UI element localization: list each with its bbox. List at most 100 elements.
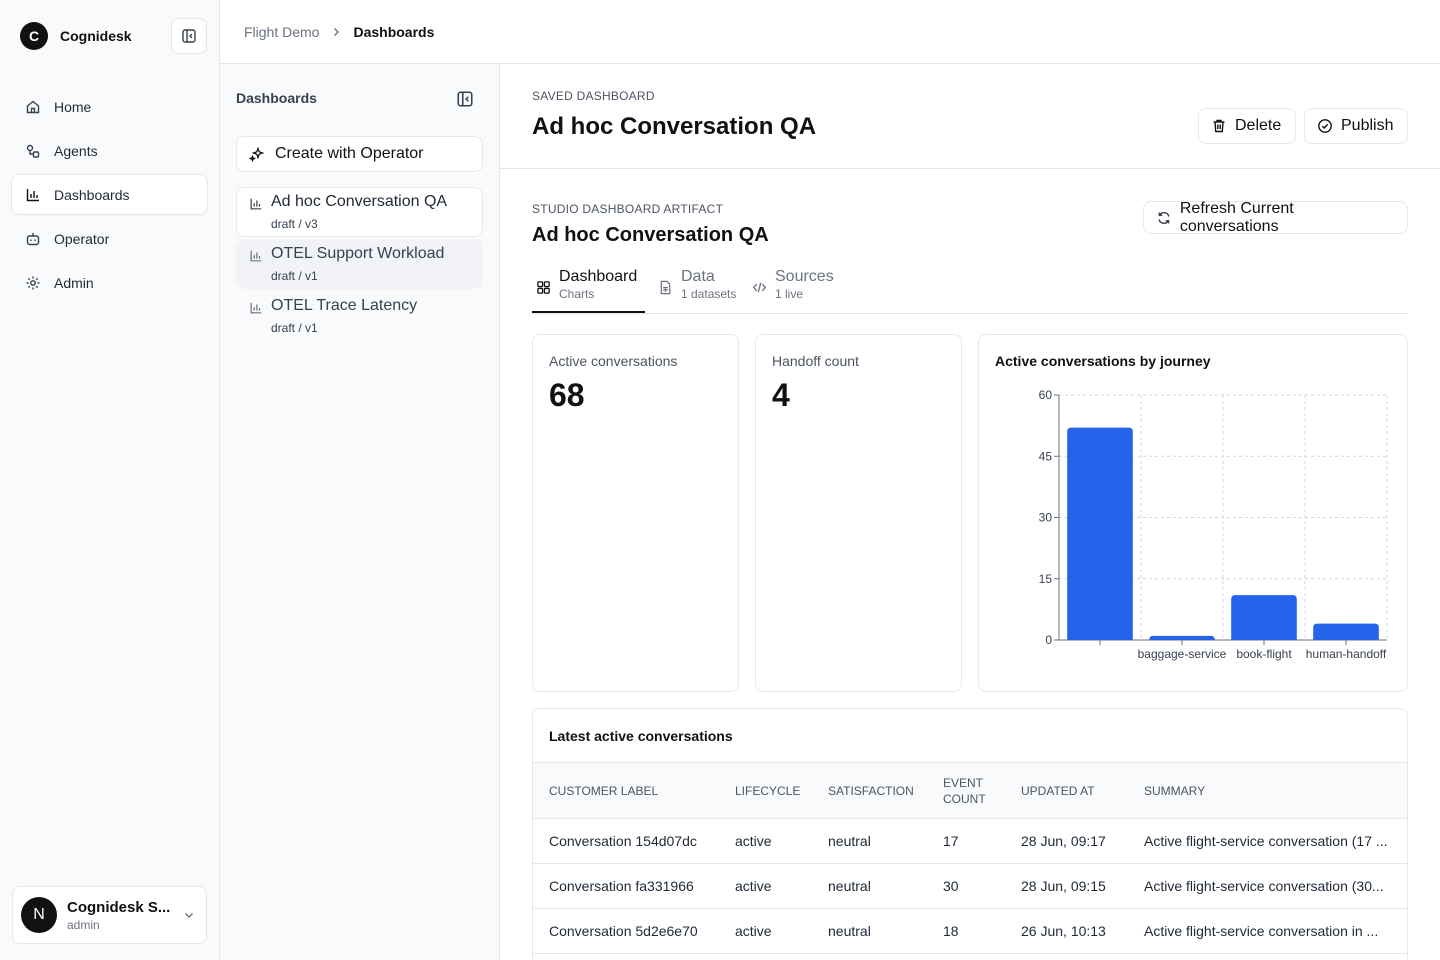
- chevron-down-icon: [185, 913, 193, 918]
- bar-chart-icon: [250, 250, 262, 262]
- agents-icon: [26, 144, 40, 158]
- nav-item-admin[interactable]: Admin: [11, 262, 208, 303]
- cell-satisfaction: neutral: [812, 908, 927, 954]
- breadcrumb-current: Dashboards: [353, 24, 435, 40]
- cell-event-count: 30: [927, 863, 1005, 909]
- nav-item-home[interactable]: Home: [11, 86, 208, 127]
- app-sidebar: C Cognidesk Home Agents Dashboards Opera…: [0, 0, 220, 960]
- y-tick-label: 60: [1039, 388, 1053, 402]
- tab-sub: Charts: [559, 287, 595, 301]
- tab-label: Sources: [775, 268, 834, 285]
- user-menu[interactable]: N Cognidesk S... admin: [12, 886, 207, 944]
- nav-item-operator[interactable]: Operator: [11, 218, 208, 259]
- delete-button[interactable]: Delete: [1198, 108, 1296, 144]
- brand[interactable]: C Cognidesk: [20, 22, 132, 50]
- y-tick-label: 15: [1039, 572, 1053, 586]
- tab-label: Dashboard: [559, 268, 638, 285]
- sidebar-collapse-button[interactable]: [171, 18, 207, 54]
- column-header[interactable]: CUSTOMER LABEL: [549, 783, 659, 798]
- column-header[interactable]: LIFECYCLE: [735, 783, 801, 798]
- create-with-operator-button[interactable]: Create with Operator: [236, 136, 483, 172]
- publish-label: Publish: [1341, 117, 1394, 134]
- column-header[interactable]: EVENT COUNT: [927, 763, 1005, 819]
- column-header[interactable]: SUMMARY: [1144, 783, 1206, 798]
- column-header[interactable]: SATISFACTION: [828, 783, 914, 798]
- cell-satisfaction: neutral: [812, 818, 927, 864]
- x-tick-label: human-handoff: [1306, 647, 1387, 661]
- cell-lifecycle: active: [719, 818, 812, 864]
- bot-icon: [26, 232, 40, 245]
- nav-item-label: Admin: [54, 274, 94, 291]
- nav-item-agents[interactable]: Agents: [11, 130, 208, 171]
- kpi-label: Handoff count: [772, 353, 859, 369]
- cell-customer: Conversation fa331966: [533, 863, 719, 909]
- user-role: admin: [67, 917, 100, 932]
- cell-lifecycle: active: [719, 908, 812, 954]
- bar-chart-icon: [250, 302, 262, 314]
- refresh-button[interactable]: Refresh Current conversations: [1143, 200, 1408, 235]
- table-row[interactable]: Conversation 154d07dc active neutral 17 …: [533, 818, 1407, 864]
- check-circle-icon: [1318, 119, 1332, 133]
- bar: [1149, 635, 1215, 640]
- bar-chart-icon: [26, 188, 39, 201]
- user-info: Cognidesk S... admin: [67, 899, 172, 932]
- dashboard-item[interactable]: OTEL Support Workload draft / v1: [236, 239, 483, 289]
- chevron-right-icon: [334, 28, 340, 36]
- cell-summary: Active flight-service conversation in ..…: [1128, 908, 1407, 954]
- column-header-label: EVENT COUNT: [943, 775, 986, 806]
- tab-sources[interactable]: Sources 1 live: [752, 264, 834, 313]
- bar-chart-icon: [250, 198, 262, 210]
- artifact-tabs: Dashboard Charts Data 1 datasets Sources…: [532, 264, 1408, 314]
- home-icon: [26, 100, 40, 113]
- cell-updated-at: 28 Jun, 09:15: [1005, 863, 1128, 909]
- kpi-card-handoff-count: Handoff count 4: [755, 334, 962, 692]
- dashboard-item[interactable]: OTEL Trace Latency draft / v1: [236, 291, 483, 341]
- dashboard-header: SAVED DASHBOARD Ad hoc Conversation QA D…: [500, 64, 1440, 169]
- cell-customer: Conversation 5d2e6e70: [533, 908, 719, 954]
- publish-button[interactable]: Publish: [1304, 108, 1408, 144]
- cell-event-count: 17: [927, 818, 1005, 864]
- x-tick-label: book-flight: [1236, 647, 1292, 661]
- breadcrumb-parent[interactable]: Flight Demo: [244, 24, 320, 40]
- table-header-row: CUSTOMER LABEL LIFECYCLE SATISFACTION EV…: [533, 762, 1407, 819]
- create-label: Create with Operator: [275, 145, 424, 162]
- nav-item-dashboards[interactable]: Dashboards: [11, 174, 208, 215]
- dashboard-name: Ad hoc Conversation QA: [271, 193, 448, 210]
- trash-icon: [1213, 119, 1225, 133]
- panel-title: Dashboards: [236, 90, 317, 106]
- user-name: Cognidesk S...: [67, 898, 171, 916]
- avatar: N: [21, 897, 57, 933]
- brand-name: Cognidesk: [60, 28, 132, 44]
- kpi-label: Active conversations: [549, 353, 678, 369]
- tab-sub: 1 datasets: [681, 287, 737, 301]
- chart-title: Active conversations by journey: [995, 353, 1211, 369]
- panel-collapse-icon[interactable]: [456, 90, 474, 108]
- bar-chart: 0 15 30 45 60 baggage-service book-flight human…: [1039, 388, 1388, 661]
- nav-item-label: Operator: [54, 230, 110, 247]
- dashboard-list: Ad hoc Conversation QA draft / v3 OTEL S…: [236, 187, 483, 343]
- code-icon: [752, 282, 767, 293]
- y-tick-label: 45: [1039, 449, 1053, 463]
- nav-item-label: Agents: [54, 142, 98, 159]
- kpi-value: 4: [772, 377, 790, 413]
- page-title: Ad hoc Conversation QA: [532, 113, 817, 140]
- artifact-title: Ad hoc Conversation QA: [532, 224, 769, 246]
- cell-updated-at: 28 Jun, 09:17: [1005, 818, 1128, 864]
- column-header[interactable]: UPDATED AT: [1021, 783, 1095, 798]
- cell-satisfaction: neutral: [812, 863, 927, 909]
- layout-grid-icon: [537, 281, 550, 294]
- tab-dashboard[interactable]: Dashboard Charts: [532, 264, 645, 313]
- table-title: Latest active conversations: [549, 728, 733, 744]
- kpi-card-active-conversations: Active conversations 68: [532, 334, 739, 692]
- table-row[interactable]: Conversation fa331966 active neutral 30 …: [533, 863, 1407, 909]
- dashboard-item[interactable]: Ad hoc Conversation QA draft / v3: [236, 187, 483, 237]
- table-row[interactable]: Conversation 5d2e6e70 active neutral 18 …: [533, 908, 1407, 954]
- kpi-value: 68: [549, 377, 585, 413]
- conversations-table: CUSTOMER LABEL LIFECYCLE SATISFACTION EV…: [533, 762, 1407, 954]
- conversations-table-card: Latest active conversations CUSTOMER LAB…: [532, 708, 1408, 960]
- tab-data[interactable]: Data 1 datasets: [658, 264, 736, 313]
- delete-label: Delete: [1235, 117, 1282, 134]
- dashboards-panel: Dashboards Create with Operator Ad hoc C…: [220, 64, 500, 960]
- dashboard-name: OTEL Support Workload: [271, 245, 445, 262]
- dashboard-name: OTEL Trace Latency: [271, 297, 418, 314]
